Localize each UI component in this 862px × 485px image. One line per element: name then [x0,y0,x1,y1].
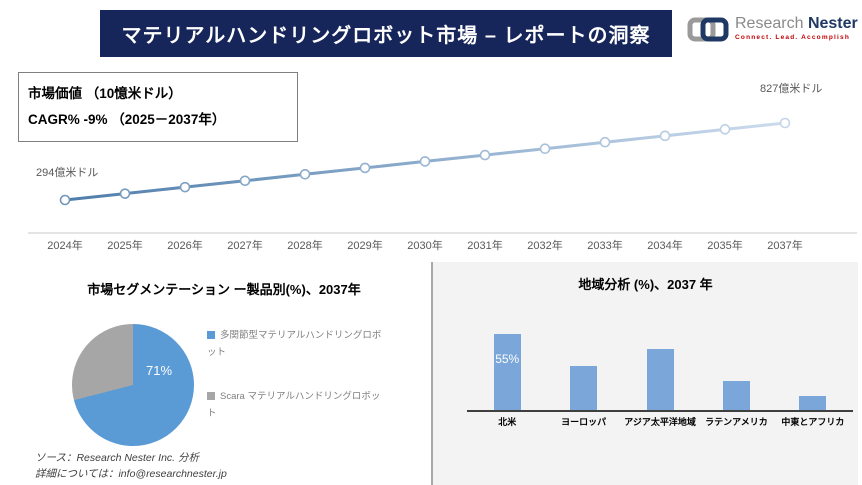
legend-label: 多関節型マテリアルハンドリングロボット [207,330,382,359]
data-point-marker [779,117,791,129]
bar-category-label: 中東とアフリカ [781,417,845,427]
data-point-marker [299,168,311,180]
bar [722,381,750,410]
data-point-marker [479,149,491,161]
data-point-marker [659,130,671,142]
logo-text: Research Nester Connect. Lead. Accomplis… [735,15,858,42]
x-tick-label: 2032年 [527,238,562,252]
x-tick-label: 2027年 [227,238,262,252]
bar-chart-category-labels: 北米 ヨーロッパ アジア太平洋地域 ラテンアメリカ 中東とアフリカ [469,415,851,428]
pie-slice-data-label: 71% [146,363,173,378]
x-tick-label: 2024年 [47,238,82,252]
data-point-marker [179,181,191,193]
x-tick-label: 2035年 [707,238,742,252]
data-point-marker [239,175,251,187]
x-tick-label: 2025年 [107,238,142,252]
brand-tagline: Connect. Lead. Accomplish [735,33,850,41]
page-title-text: マテリアルハンドリングロボット市場 – レポートの洞察 [121,25,651,47]
bar-cell [775,334,851,410]
bar-category-label: アジア太平洋地域 [624,417,696,427]
x-tick-label: 2028年 [287,238,322,252]
legend-item: Scara マテリアルハンドリングロボット [207,388,387,422]
bar-cell: 55% [469,334,545,410]
data-point-marker [119,188,131,199]
regional-bar-chart: 55% [469,334,851,410]
bar [646,349,674,410]
regional-chart-title: 地域分析 (%)、2037 年 [578,277,713,292]
x-tick-label: 2026年 [167,238,202,252]
bar-data-label: 55% [495,352,520,366]
brand-research: Research [735,15,804,33]
data-point-marker [719,124,731,135]
legend-swatch [207,331,215,339]
x-tick-label: 2033年 [587,238,622,252]
data-point-marker [419,156,431,167]
legend-swatch [207,392,215,401]
brand-name: Research Nester [735,15,858,33]
data-point-marker [59,194,71,206]
bar-cell [698,334,774,410]
legend-label: Scara マテリアルハンドリングロボット [207,391,381,420]
regional-analysis-panel: 地域分析 (%)、2037 年 55% 北米 ヨーロッパ アジア太平洋地域 ラテンアメ… [431,262,858,485]
bar [799,396,827,410]
value-annotation: 294億米ドル [36,166,98,179]
x-tick-label: 2037年 [767,238,802,252]
segmentation-chart-title: 市場セグメンテーション ー製品別(%)、2037年 [87,282,361,297]
x-tick-label: 2034年 [647,238,682,252]
bar-cell [622,334,698,410]
bar-category-label: 北米 [498,417,517,427]
x-tick-label: 2031年 [467,238,502,252]
x-tick-label: 2030年 [407,238,442,252]
footer: ソース：Research Nester Inc. 分析 詳細については：info… [35,450,227,483]
value-annotation: 827億米ドル [760,82,822,95]
bar-category-label: ヨーロッパ [561,417,607,427]
chain-links-icon [687,17,729,42]
bar-chart-x-axis [467,410,853,412]
market-value-line: 市場価値 （10憶米ドル） [28,86,182,101]
data-point-marker [359,162,371,174]
footer-contact: 詳細については：info@researchnester.jp [35,468,227,481]
page-title: マテリアルハンドリングロボット市場 – レポートの洞察 [100,10,672,57]
brand-nester: Nester [807,15,858,33]
product-segmentation-pie-chart [72,324,194,446]
data-point-marker [539,143,551,155]
research-nester-logo: Research Nester Connect. Lead. Accomplis… [686,11,858,47]
bar-cell [545,334,621,410]
bar-category-label: ラテンアメリカ [705,417,768,427]
footer-source: ソース：Research Nester Inc. 分析 [35,452,200,464]
data-point-marker [599,136,611,148]
cagr-line: CAGR% -9% （2025－2037年） [28,111,226,127]
legend-item: 多関節型マテリアルハンドリングロボット [207,327,387,361]
market-value-info-box: 市場価値 （10憶米ドル） CAGR% -9% （2025－2037年） [18,72,298,143]
bar: 55% [493,334,521,410]
bar [570,365,598,410]
pie-legend: 多関節型マテリアルハンドリングロボット Scara マテリアルハンドリングロボット [207,327,387,449]
x-tick-label: 2029年 [347,238,382,252]
